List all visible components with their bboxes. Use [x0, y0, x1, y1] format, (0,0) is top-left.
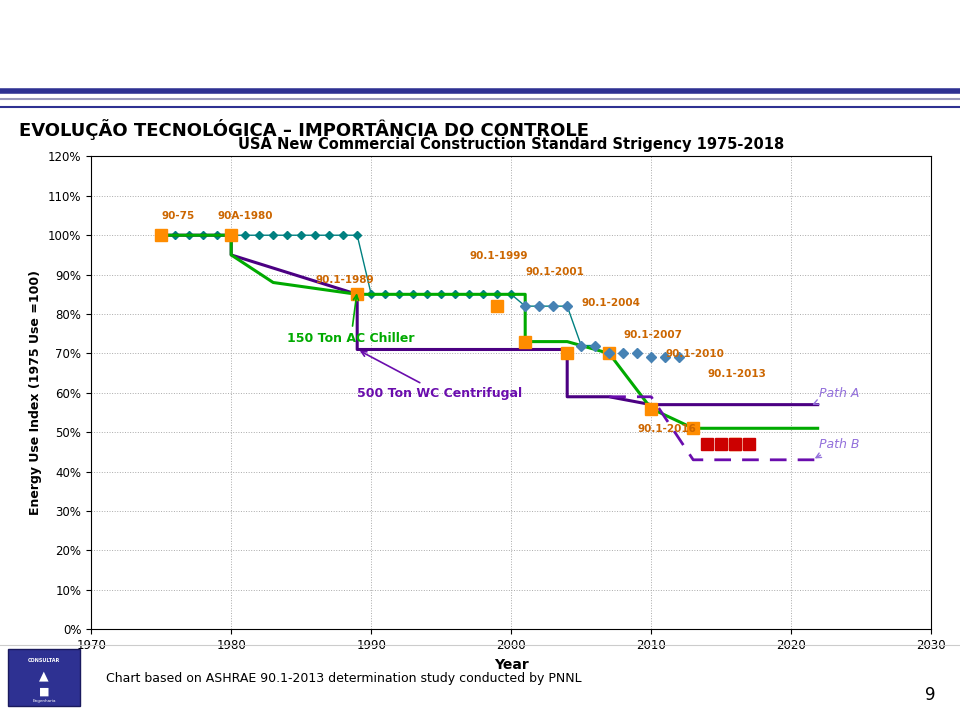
- Text: 90.1-2016: 90.1-2016: [637, 424, 696, 434]
- Title: USA New Commercial Construction Standard Strigency 1975-2018: USA New Commercial Construction Standard…: [238, 137, 784, 152]
- Text: 90.1-2001: 90.1-2001: [525, 267, 584, 277]
- Text: Engenharia: Engenharia: [33, 699, 56, 703]
- Text: 90-75: 90-75: [161, 211, 195, 221]
- Text: 90.1-2007: 90.1-2007: [623, 330, 683, 340]
- Text: Path A: Path A: [814, 387, 859, 405]
- Text: 90.1-2013: 90.1-2013: [708, 369, 766, 379]
- Text: 90.1-1999: 90.1-1999: [469, 251, 528, 261]
- Text: 90.1-2010: 90.1-2010: [665, 349, 724, 359]
- Text: 150 Ton AC Chiller: 150 Ton AC Chiller: [287, 295, 415, 345]
- Text: 90A-1980: 90A-1980: [217, 211, 273, 221]
- Bar: [8, 649, 80, 705]
- Text: Chart based on ASHRAE 90.1-2013 determination study conducted by PNNL: Chart based on ASHRAE 90.1-2013 determin…: [106, 672, 581, 685]
- Text: 90.1-2004: 90.1-2004: [581, 298, 640, 308]
- Y-axis label: Energy Use Index (1975 Use =100): Energy Use Index (1975 Use =100): [30, 270, 42, 515]
- X-axis label: Year: Year: [493, 658, 529, 671]
- Text: ■: ■: [39, 687, 49, 697]
- Text: CONSULTAR: CONSULTAR: [28, 658, 60, 663]
- Text: 9: 9: [925, 686, 936, 704]
- Text: ▲: ▲: [39, 669, 49, 683]
- Text: PROCESSOS DE CONTROLE - DESAFIOS: PROCESSOS DE CONTROLE - DESAFIOS: [117, 26, 843, 59]
- Text: Path B: Path B: [816, 438, 860, 458]
- Text: 500 Ton WC Centrifugal: 500 Ton WC Centrifugal: [357, 352, 522, 400]
- Text: EVOLUÇÃO TECNOLÓGICA – IMPORTÂNCIA DO CONTROLE: EVOLUÇÃO TECNOLÓGICA – IMPORTÂNCIA DO CO…: [19, 119, 589, 139]
- Text: 90.1-1989: 90.1-1989: [315, 274, 373, 284]
